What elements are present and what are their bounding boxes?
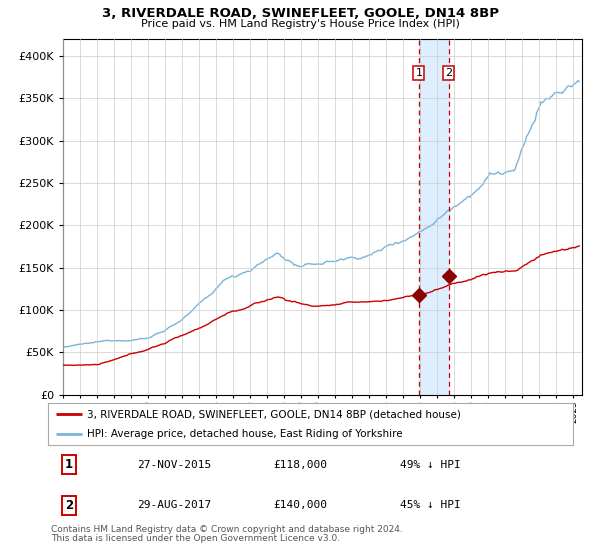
Text: 45% ↓ HPI: 45% ↓ HPI bbox=[400, 501, 461, 510]
Text: 29-AUG-2017: 29-AUG-2017 bbox=[137, 501, 212, 510]
Text: £118,000: £118,000 bbox=[274, 460, 328, 470]
Text: Contains HM Land Registry data © Crown copyright and database right 2024.: Contains HM Land Registry data © Crown c… bbox=[51, 525, 403, 534]
Text: £140,000: £140,000 bbox=[274, 501, 328, 510]
Text: 2: 2 bbox=[445, 68, 452, 78]
Text: 1: 1 bbox=[65, 458, 73, 472]
Text: HPI: Average price, detached house, East Riding of Yorkshire: HPI: Average price, detached house, East… bbox=[88, 430, 403, 439]
Text: 3, RIVERDALE ROAD, SWINEFLEET, GOOLE, DN14 8BP: 3, RIVERDALE ROAD, SWINEFLEET, GOOLE, DN… bbox=[101, 7, 499, 20]
Bar bbox=[419, 39, 449, 395]
Text: 1: 1 bbox=[415, 68, 422, 78]
Text: 3, RIVERDALE ROAD, SWINEFLEET, GOOLE, DN14 8BP (detached house): 3, RIVERDALE ROAD, SWINEFLEET, GOOLE, DN… bbox=[88, 409, 461, 419]
Text: This data is licensed under the Open Government Licence v3.0.: This data is licensed under the Open Gov… bbox=[51, 534, 340, 543]
Text: Price paid vs. HM Land Registry's House Price Index (HPI): Price paid vs. HM Land Registry's House … bbox=[140, 19, 460, 29]
Text: 2: 2 bbox=[65, 499, 73, 512]
Text: 49% ↓ HPI: 49% ↓ HPI bbox=[400, 460, 461, 470]
Text: 27-NOV-2015: 27-NOV-2015 bbox=[137, 460, 212, 470]
